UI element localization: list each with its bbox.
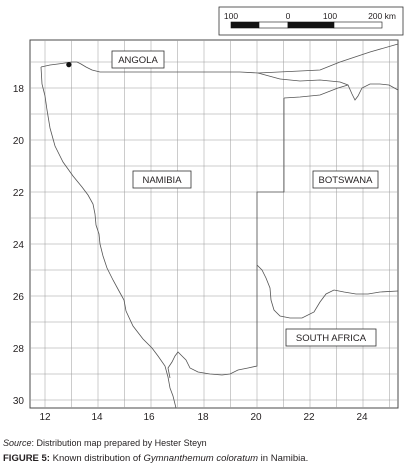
source-label: Source <box>3 438 32 448</box>
y-tick-label: 26 <box>13 292 25 303</box>
map-source: Source: Distribution map prepared by Hes… <box>3 437 407 450</box>
botswana-south-africa-border <box>256 264 399 319</box>
country-label-south-africa: SOUTH AFRICA <box>296 333 367 344</box>
x-tick-label: 12 <box>39 412 51 423</box>
figure-text-pre: Known distribution of <box>49 453 144 464</box>
record-point <box>66 62 72 68</box>
scale-segment <box>333 21 383 29</box>
figure-species: Gymnanthemum coloratum <box>143 453 259 464</box>
botswana-north-border <box>283 84 349 99</box>
scale-bar-box <box>218 6 404 36</box>
x-axis-ticks: 12 14 16 18 20 22 24 <box>39 412 368 423</box>
y-tick-label: 28 <box>13 344 25 355</box>
y-axis-ticks: 18 20 22 24 26 28 30 <box>13 84 25 407</box>
y-tick-label: 18 <box>13 84 25 95</box>
angola-zambia-border <box>257 43 399 74</box>
country-labels: ANGOLA NAMIBIA BOTSWANA SOUTH AFRICA <box>111 50 379 347</box>
scale-bar: 100 0 100 200 km <box>218 6 404 36</box>
label-box-botswana <box>312 170 379 189</box>
country-borders <box>40 43 399 409</box>
x-tick-label: 24 <box>356 412 368 423</box>
x-tick-label: 22 <box>303 412 315 423</box>
scale-label: 0 <box>286 11 291 21</box>
caption-block: Source: Distribution map prepared by Hes… <box>3 436 407 466</box>
caprivi-border <box>279 78 399 101</box>
figure-text-post: in Namibia. <box>258 453 309 464</box>
map-frame <box>29 39 399 409</box>
figure-caption: FIGURE 5: Known distribution of Gymnanth… <box>3 452 407 466</box>
label-box-south-africa <box>285 328 377 347</box>
y-tick-label: 30 <box>13 396 25 407</box>
x-tick-label: 18 <box>197 412 209 423</box>
country-label-angola: ANGOLA <box>118 55 158 66</box>
scale-label: 200 km <box>368 11 396 21</box>
scale-segment <box>287 21 335 29</box>
source-text: : Distribution map prepared by Hester St… <box>31 438 207 448</box>
scale-segment <box>230 21 260 29</box>
distribution-map: ANGOLA NAMIBIA BOTSWANA SOUTH AFRICA 12 … <box>13 6 404 423</box>
label-box-namibia <box>132 170 192 189</box>
country-label-botswana: BOTSWANA <box>318 175 373 186</box>
label-box-angola <box>111 50 165 69</box>
x-tick-label: 14 <box>91 412 103 423</box>
graticule <box>30 40 398 408</box>
x-tick-label: 16 <box>143 412 155 423</box>
country-label-namibia: NAMIBIA <box>142 175 182 186</box>
angola-namibia-border <box>40 61 281 80</box>
coastline <box>40 66 177 409</box>
namibia-botswana-border <box>256 98 285 265</box>
scale-segment <box>258 21 289 29</box>
namibia-south-africa-border <box>167 265 258 379</box>
scale-label: 100 <box>224 11 238 21</box>
y-tick-label: 20 <box>13 136 25 147</box>
y-tick-label: 24 <box>13 240 25 251</box>
scale-label: 100 <box>323 11 337 21</box>
figure-label: FIGURE 5: <box>3 453 50 464</box>
y-tick-label: 22 <box>13 188 25 199</box>
x-tick-label: 20 <box>250 412 262 423</box>
